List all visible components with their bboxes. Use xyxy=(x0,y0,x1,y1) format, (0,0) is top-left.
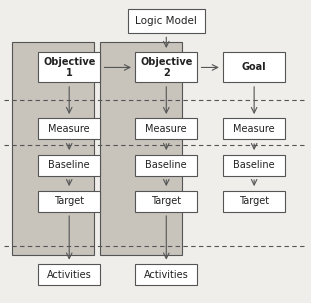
Text: Baseline: Baseline xyxy=(146,160,187,170)
FancyBboxPatch shape xyxy=(223,155,285,175)
Text: Target: Target xyxy=(54,196,84,206)
FancyBboxPatch shape xyxy=(223,191,285,211)
FancyBboxPatch shape xyxy=(38,118,100,139)
Text: Baseline: Baseline xyxy=(233,160,275,170)
FancyBboxPatch shape xyxy=(38,264,100,285)
FancyBboxPatch shape xyxy=(136,264,197,285)
Text: Activities: Activities xyxy=(144,270,189,280)
FancyBboxPatch shape xyxy=(136,52,197,82)
FancyBboxPatch shape xyxy=(136,118,197,139)
Text: Goal: Goal xyxy=(242,62,267,72)
Text: Target: Target xyxy=(239,196,269,206)
Text: Measure: Measure xyxy=(146,124,187,134)
Text: Logic Model: Logic Model xyxy=(135,16,197,26)
Text: Objective
1: Objective 1 xyxy=(43,57,95,78)
FancyBboxPatch shape xyxy=(128,9,205,33)
FancyBboxPatch shape xyxy=(38,191,100,211)
Text: Measure: Measure xyxy=(49,124,90,134)
FancyBboxPatch shape xyxy=(223,118,285,139)
Text: Objective
2: Objective 2 xyxy=(140,57,193,78)
FancyBboxPatch shape xyxy=(136,155,197,175)
FancyBboxPatch shape xyxy=(38,155,100,175)
FancyBboxPatch shape xyxy=(38,52,100,82)
Text: Activities: Activities xyxy=(47,270,91,280)
FancyBboxPatch shape xyxy=(136,191,197,211)
Text: Baseline: Baseline xyxy=(49,160,90,170)
Text: Measure: Measure xyxy=(233,124,275,134)
FancyBboxPatch shape xyxy=(223,52,285,82)
FancyBboxPatch shape xyxy=(12,42,94,255)
Text: Target: Target xyxy=(151,196,181,206)
FancyBboxPatch shape xyxy=(100,42,182,255)
